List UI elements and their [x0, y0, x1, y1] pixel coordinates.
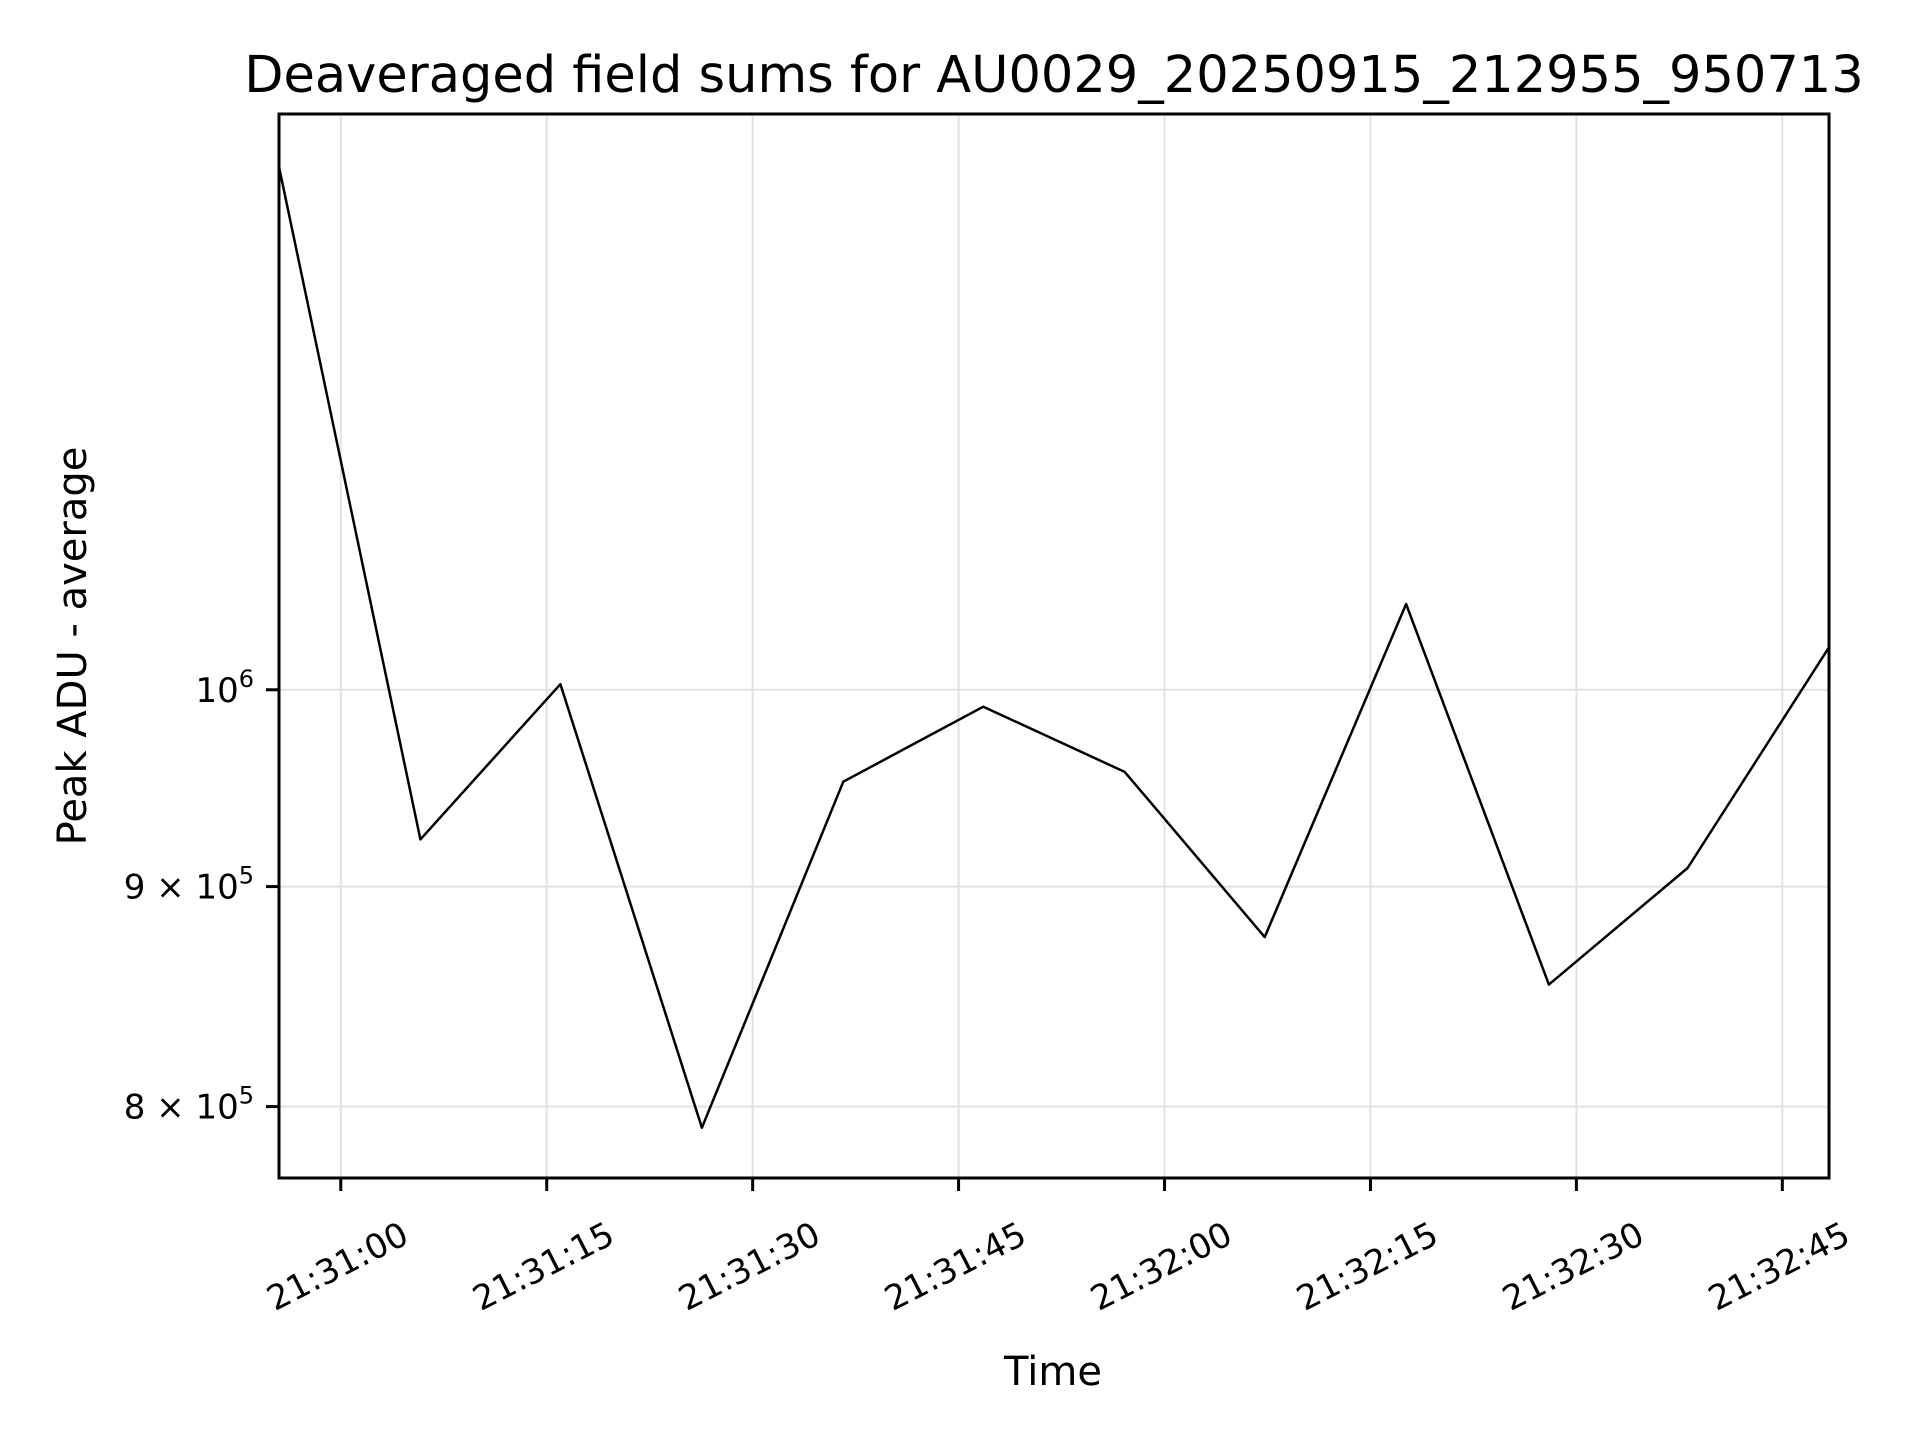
x-tick-labels: 21:31:00 21:31:15 21:31:30 21:31:45 21:32:00…: [261, 1214, 1857, 1319]
x-tick-label: 21:32:30: [1496, 1214, 1650, 1319]
y-tick-marks: [266, 688, 279, 1109]
y-tick-label: 8 × 105: [124, 1082, 254, 1128]
x-tick-label: 21:31:15: [467, 1214, 621, 1319]
y-tick-labels: 106 9 × 105 8 × 105: [124, 665, 254, 1128]
x-tick-marks: [339, 1178, 1784, 1191]
x-tick-label: 21:31:30: [672, 1214, 826, 1319]
x-tick-label: 21:31:00: [261, 1214, 415, 1319]
gridlines: [279, 114, 1829, 1178]
plot-border: [277, 112, 1831, 1180]
y-tick-label: 106: [195, 665, 254, 711]
x-axis-label: Time: [1003, 1349, 1102, 1395]
chart-title: Deaveraged field sums for AU0029_2025091…: [244, 46, 1863, 105]
x-tick-label: 21:32:45: [1702, 1214, 1856, 1319]
y-axis-label: Peak ADU - average: [50, 447, 96, 846]
data-line-series: [277, 166, 1831, 1129]
x-tick-label: 21:32:15: [1290, 1214, 1444, 1319]
x-tick-label: 21:32:00: [1084, 1214, 1238, 1319]
x-tick-label: 21:31:45: [878, 1214, 1032, 1319]
y-tick-label: 9 × 105: [124, 862, 254, 908]
